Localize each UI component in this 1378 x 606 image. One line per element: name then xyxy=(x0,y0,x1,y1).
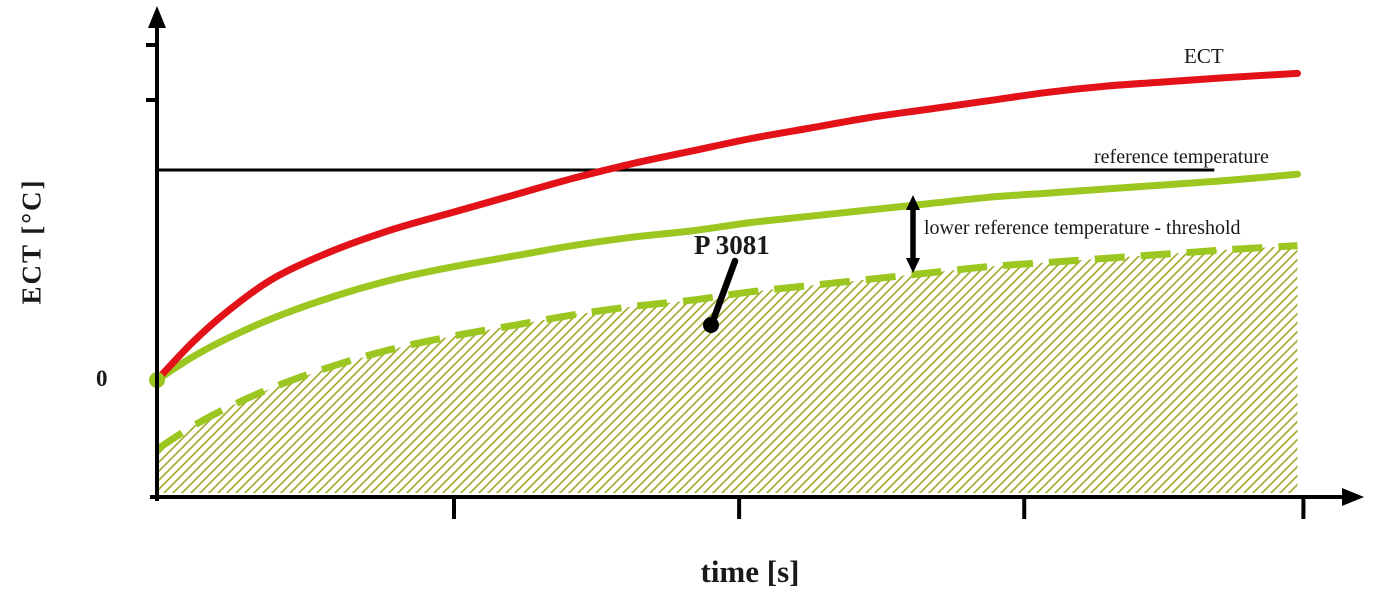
x-axis-label: time [s] xyxy=(700,554,800,589)
reference-temperature-label: reference temperature xyxy=(1094,146,1269,168)
threshold-arrow-bottom xyxy=(906,258,920,273)
threshold-label: lower reference temperature - threshold xyxy=(924,217,1241,239)
threshold-arrow-top xyxy=(906,195,920,210)
ect-label: ECT xyxy=(1184,44,1224,68)
x-axis-arrowhead xyxy=(1342,488,1364,506)
lower-reference-curve xyxy=(153,170,1301,384)
p3081-pointer-line xyxy=(710,257,739,322)
threshold-curve xyxy=(155,242,1298,453)
y-axis-arrowhead xyxy=(148,6,166,28)
origin-zero-label: 0 xyxy=(96,366,108,391)
hatched-threshold-region xyxy=(157,245,1298,493)
y-axis-label: ECT [°C] xyxy=(16,178,47,305)
ect-curve xyxy=(153,69,1301,384)
p3081-pointer-dot xyxy=(703,317,719,333)
p3081-label: P 3081 xyxy=(694,230,770,260)
